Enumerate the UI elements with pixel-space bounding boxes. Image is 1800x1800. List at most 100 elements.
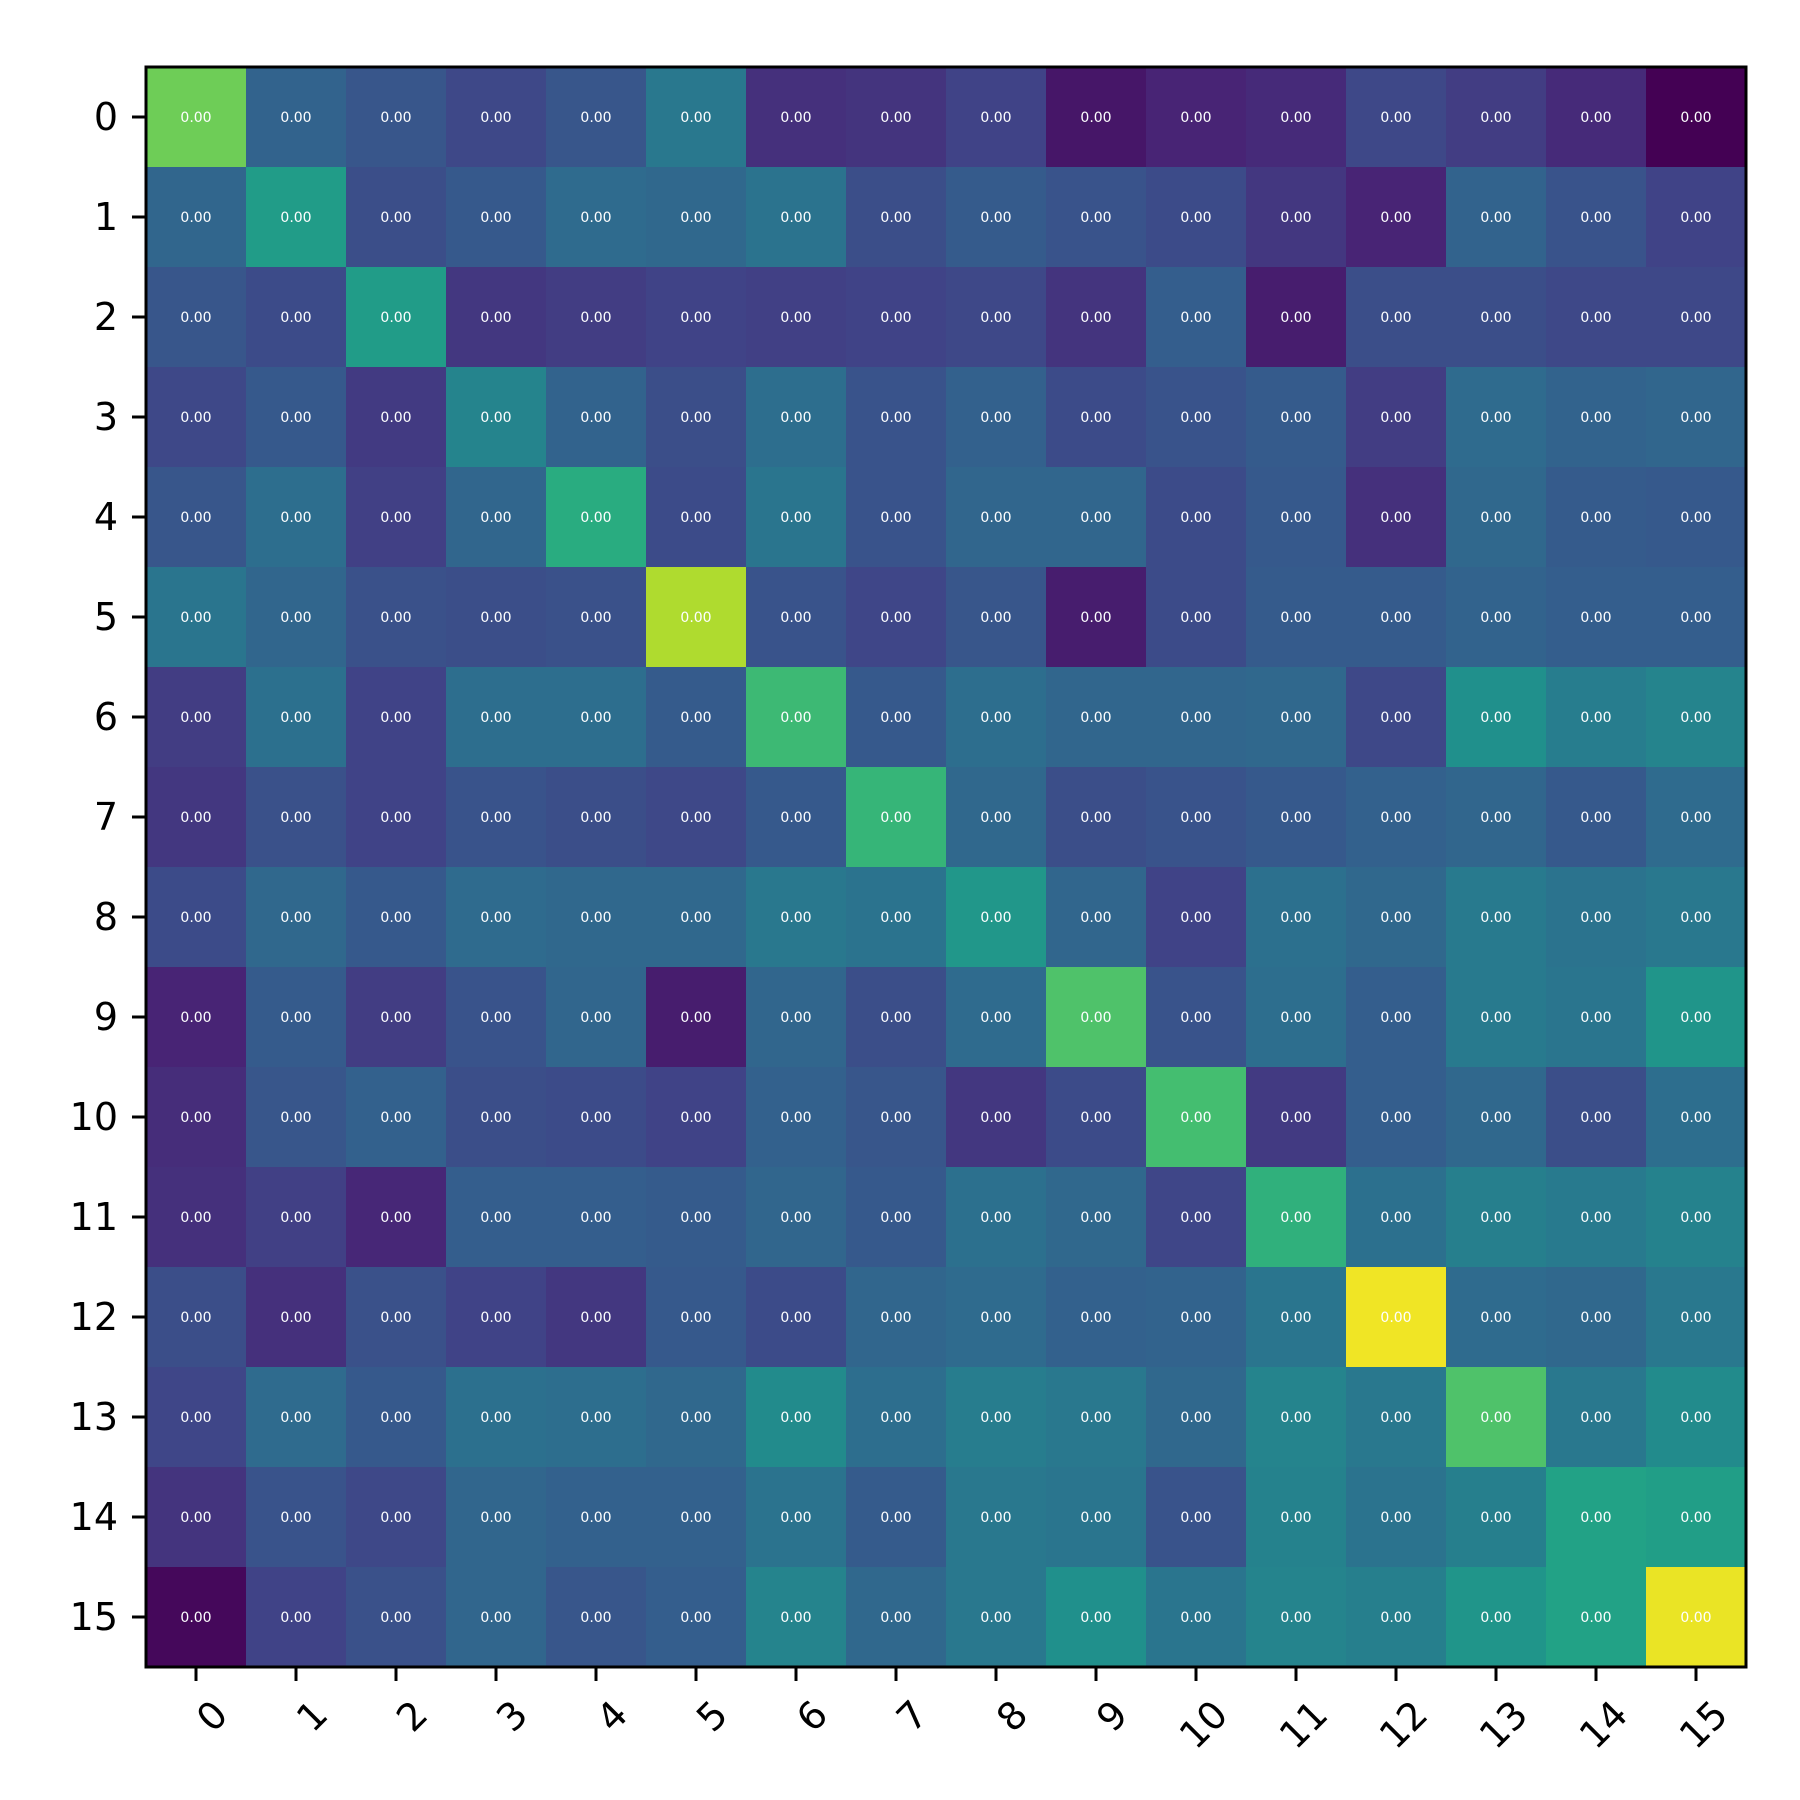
- heatmap-cell: [746, 767, 847, 868]
- heatmap-cell: [646, 267, 747, 368]
- cell-value-label: 0.00: [1280, 210, 1311, 226]
- cell-value-label: 0.00: [480, 710, 511, 726]
- heatmap-cell: [146, 167, 247, 268]
- cell-value-label: 0.00: [1280, 1010, 1311, 1026]
- cell-value-label: 0.00: [780, 1210, 811, 1226]
- heatmap-cell: [946, 767, 1047, 868]
- heatmap-cell: [946, 1567, 1047, 1668]
- cell-value-label: 0.00: [180, 410, 211, 426]
- cell-value-label: 0.00: [1280, 1610, 1311, 1626]
- cell-value-label: 0.00: [680, 810, 711, 826]
- cell-value-label: 0.00: [1180, 810, 1211, 826]
- cell-value-label: 0.00: [1280, 1110, 1311, 1126]
- heatmap-cell: [546, 267, 647, 368]
- cell-value-label: 0.00: [1580, 1210, 1611, 1226]
- cell-value-label: 0.00: [1180, 1010, 1211, 1026]
- heatmap-cell: [146, 1467, 247, 1568]
- heatmap-cell: [1346, 567, 1447, 668]
- cell-value-label: 0.00: [980, 1510, 1011, 1526]
- cell-value-label: 0.00: [1580, 210, 1611, 226]
- heatmap-cell: [1646, 1267, 1747, 1368]
- cell-value-label: 0.00: [1080, 1010, 1111, 1026]
- cell-value-label: 0.00: [1080, 1510, 1111, 1526]
- y-tick-label: 8: [94, 895, 118, 939]
- heatmap-cell: [1046, 1467, 1147, 1568]
- heatmap-cell: [1046, 667, 1147, 768]
- cell-value-label: 0.00: [1180, 310, 1211, 326]
- cell-value-label: 0.00: [180, 210, 211, 226]
- cell-value-label: 0.00: [1180, 710, 1211, 726]
- heatmap-cell: [546, 467, 647, 568]
- heatmap-cell: [446, 267, 547, 368]
- heatmap-cell: [1546, 67, 1647, 168]
- cell-value-label: 0.00: [480, 910, 511, 926]
- cell-value-label: 0.00: [1480, 310, 1511, 326]
- cell-value-label: 0.00: [1080, 810, 1111, 826]
- heatmap-cell: [846, 367, 947, 468]
- heatmap-cell: [1546, 1167, 1647, 1268]
- cell-value-label: 0.00: [1180, 1610, 1211, 1626]
- heatmap-cell: [1246, 467, 1347, 568]
- cell-value-label: 0.00: [1480, 510, 1511, 526]
- heatmap-cell: [1446, 967, 1547, 1068]
- heatmap-cell: [1146, 867, 1247, 968]
- heatmap-cell: [346, 567, 447, 668]
- heatmap-cell: [1546, 467, 1647, 568]
- heatmap-cell: [1546, 1067, 1647, 1168]
- cell-value-label: 0.00: [880, 1410, 911, 1426]
- heatmap-cells: [146, 67, 1747, 1668]
- heatmap-cell: [546, 167, 647, 268]
- cell-value-label: 0.00: [1380, 1510, 1411, 1526]
- heatmap-cell: [946, 567, 1047, 668]
- cell-value-label: 0.00: [980, 410, 1011, 426]
- cell-value-label: 0.00: [280, 1210, 311, 1226]
- heatmap-cell: [746, 1367, 847, 1468]
- heatmap-cell: [1046, 1367, 1147, 1468]
- cell-value-label: 0.00: [880, 810, 911, 826]
- cell-value-label: 0.00: [1480, 1310, 1511, 1326]
- cell-value-label: 0.00: [680, 1310, 711, 1326]
- heatmap-cell: [1146, 67, 1247, 168]
- cell-value-label: 0.00: [1080, 1310, 1111, 1326]
- cell-value-label: 0.00: [280, 1010, 311, 1026]
- cell-value-label: 0.00: [580, 510, 611, 526]
- cell-value-label: 0.00: [1080, 1210, 1111, 1226]
- heatmap-cell: [1246, 567, 1347, 668]
- heatmap-cell: [746, 1067, 847, 1168]
- heatmap-cell: [1646, 467, 1747, 568]
- heatmap-cell: [146, 767, 247, 868]
- cell-value-label: 0.00: [1680, 510, 1711, 526]
- cell-value-label: 0.00: [1280, 1210, 1311, 1226]
- cell-value-label: 0.00: [580, 110, 611, 126]
- heatmap-cell: [146, 67, 247, 168]
- cell-value-label: 0.00: [280, 210, 311, 226]
- cell-value-label: 0.00: [1480, 710, 1511, 726]
- heatmap-cell: [946, 1167, 1047, 1268]
- heatmap-cell: [546, 1267, 647, 1368]
- heatmap-cell: [1546, 1367, 1647, 1468]
- cell-value-label: 0.00: [880, 210, 911, 226]
- cell-value-label: 0.00: [1680, 1410, 1711, 1426]
- cell-value-label: 0.00: [1280, 1410, 1311, 1426]
- cell-value-label: 0.00: [1580, 1310, 1611, 1326]
- cell-value-label: 0.00: [880, 1010, 911, 1026]
- heatmap-cell: [1146, 267, 1247, 368]
- heatmap-cell: [346, 1467, 447, 1568]
- heatmap-cell: [146, 1567, 247, 1668]
- cell-value-label: 0.00: [780, 210, 811, 226]
- cell-value-label: 0.00: [780, 410, 811, 426]
- heatmap-cell: [1146, 1167, 1247, 1268]
- cell-value-label: 0.00: [1380, 910, 1411, 926]
- heatmap-cell: [146, 1067, 247, 1168]
- heatmap-cell: [146, 1367, 247, 1468]
- heatmap-cell: [1246, 67, 1347, 168]
- heatmap-cell: [146, 667, 247, 768]
- heatmap-cell: [846, 1267, 947, 1368]
- heatmap-cell: [546, 667, 647, 768]
- cell-value-label: 0.00: [1680, 410, 1711, 426]
- heatmap-cell: [646, 767, 747, 868]
- heatmap-cell: [346, 467, 447, 568]
- heatmap-cell: [1046, 567, 1147, 668]
- heatmap-cell: [1546, 867, 1647, 968]
- heatmap-cell: [346, 1067, 447, 1168]
